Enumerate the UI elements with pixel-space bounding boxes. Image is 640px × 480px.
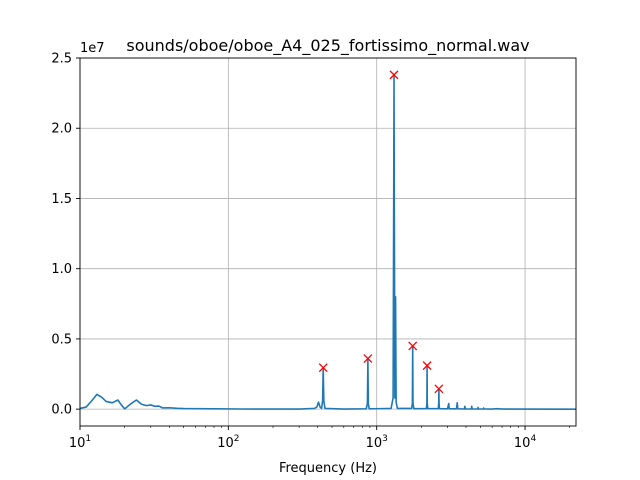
y-tick-label: 2.5 xyxy=(51,52,72,67)
peak-marker xyxy=(389,70,399,80)
peak-marker xyxy=(363,354,373,364)
y-tick-label: 0.0 xyxy=(51,403,72,418)
y-tick-label: 2.0 xyxy=(51,122,72,137)
peak-marker xyxy=(434,384,444,394)
chart-title: sounds/oboe/oboe_A4_025_fortissimo_norma… xyxy=(126,36,529,56)
plot-area: 101 102 103 104 0.0 0.5 1.0 1.5 2.0 2.5 xyxy=(51,52,577,451)
peak-marker xyxy=(318,363,328,373)
spectrum-series-line xyxy=(80,74,576,410)
x-tick-label: 104 xyxy=(514,434,537,451)
y-tick-label: 0.5 xyxy=(51,332,72,347)
x-tick-label: 102 xyxy=(217,434,239,451)
x-axis-label: Frequency (Hz) xyxy=(279,461,377,476)
peak-marker xyxy=(408,341,418,351)
peak-marker xyxy=(422,361,432,371)
y-tick-label: 1.0 xyxy=(51,262,72,277)
x-tick-label: 101 xyxy=(69,434,91,451)
axes-frame xyxy=(79,57,577,427)
y-offset-label: 1e7 xyxy=(80,41,105,56)
x-tick-label: 103 xyxy=(366,434,388,451)
y-tick-label: 1.5 xyxy=(51,192,72,207)
